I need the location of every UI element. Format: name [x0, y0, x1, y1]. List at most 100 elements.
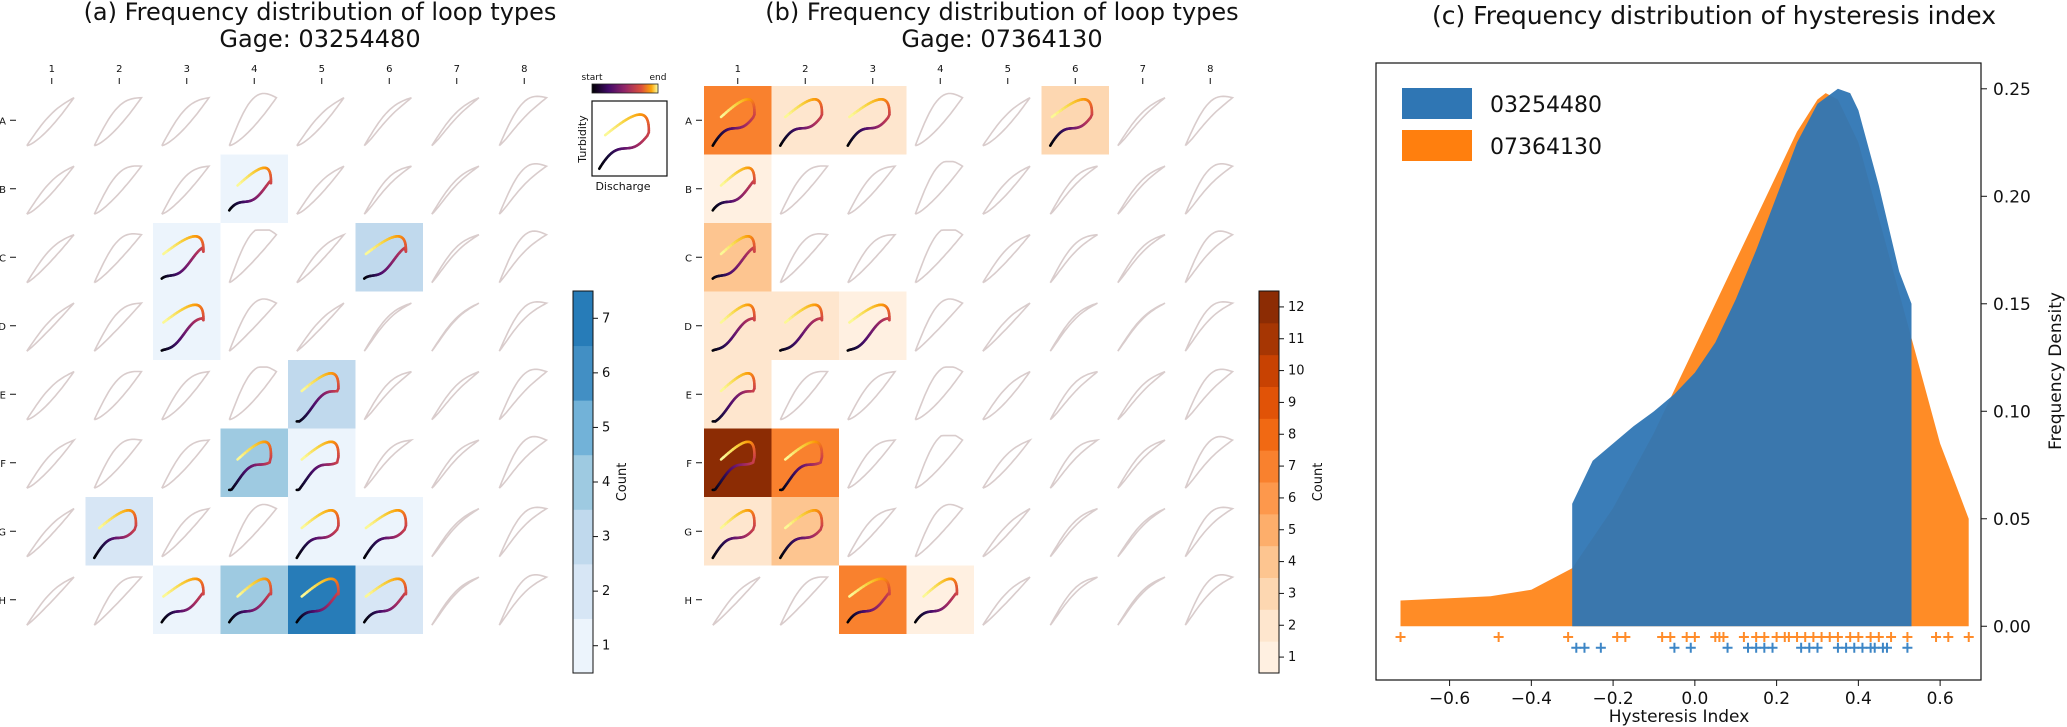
loop-segment	[719, 250, 725, 256]
rug-marks	[1395, 632, 1974, 653]
loop-cell-a-H5	[288, 565, 356, 634]
loop-cell-a-C6	[355, 223, 423, 292]
loop-cell-a-B3	[161, 165, 211, 215]
faded-loop	[431, 576, 480, 626]
loop-cell-b-G8	[1184, 506, 1235, 558]
loop-segment	[783, 318, 790, 324]
plot-frame	[1375, 62, 1982, 681]
loop-cell-b-D5	[982, 302, 1031, 352]
loop-cell-b-C8	[1184, 230, 1235, 284]
faded-loop	[363, 165, 412, 215]
count-cell-b	[839, 565, 907, 634]
loop-cell-b-F1	[704, 428, 772, 497]
loop-cell-b-B8	[1184, 163, 1235, 215]
faded-loop	[431, 302, 480, 352]
col-label-a: 6	[386, 64, 392, 75]
panel-a-title: (a) Frequency distribution of loop types	[84, 0, 557, 26]
loop-cell-a-F3	[161, 439, 211, 489]
loop-segment	[364, 250, 371, 256]
loop-cell-b-G6	[1049, 507, 1098, 558]
colorbar-tick-label: 11	[1288, 332, 1305, 347]
x-tick-label: −0.6	[1429, 689, 1470, 709]
loop-cell-a-D2	[93, 302, 144, 352]
faded-loop	[26, 233, 75, 284]
y-tick-label: 0.00	[1993, 617, 2031, 637]
colorbar-a-label: Count	[615, 463, 630, 502]
loop-cell-a-C4	[228, 229, 278, 284]
loop-cell-b-H3	[839, 565, 907, 634]
colorbar-tick-label: 7	[602, 311, 610, 326]
loop-cell-a-D4	[228, 298, 278, 352]
x-axis-ticks: −0.6 −0.4 −0.2 0.0 0.2 0.4 0.6	[1429, 680, 1954, 709]
colorbar-tick-label: 4	[1288, 555, 1296, 570]
loop-cell-b-B1	[704, 154, 772, 223]
loop-cell-b-E7	[1117, 370, 1166, 421]
faded-loop	[498, 300, 549, 352]
faded-loop	[1049, 302, 1098, 352]
loop-cell-b-B3	[847, 165, 897, 215]
colorbar-tick-label: 2	[1288, 618, 1296, 633]
loop-segment	[922, 592, 928, 598]
faded-loop	[1049, 165, 1098, 215]
faded-loop	[228, 298, 278, 352]
faded-loop	[982, 165, 1031, 215]
count-cell-a	[153, 223, 221, 292]
count-cell-a	[153, 565, 221, 634]
loop-cell-b-E4	[914, 366, 964, 421]
faded-loop	[1184, 163, 1235, 215]
colorbar-step	[573, 291, 593, 347]
count-cell-a	[355, 565, 423, 634]
col-label-b: 5	[1005, 64, 1011, 75]
faded-loop	[1184, 230, 1235, 284]
loop-cell-b-H5	[982, 576, 1031, 626]
faded-loop	[161, 370, 211, 421]
faded-loop	[161, 507, 211, 558]
loop-cell-b-B4	[914, 160, 964, 215]
colorbar-b-label: Count	[1311, 463, 1326, 502]
row-label-b: C	[685, 253, 692, 264]
colorbar-step	[1259, 609, 1279, 642]
faded-loop	[982, 438, 1033, 489]
loop-cell-b-F3	[847, 439, 897, 489]
loop-cell-a-E3	[161, 370, 211, 421]
faded-loop	[847, 370, 897, 421]
loop-grid-a: 1 2 3 4 5 6 7 8 A B C D E F G H	[0, 64, 549, 634]
loop-cell-b-D6	[1049, 302, 1098, 352]
loop-cell-a-H7	[431, 576, 480, 626]
faded-loop	[982, 302, 1031, 352]
faded-loop	[1184, 574, 1235, 626]
loop-cell-a-D7	[431, 302, 480, 352]
col-label-a: 7	[454, 64, 460, 75]
faded-loop	[982, 370, 1031, 421]
loop-cell-b-G4	[914, 503, 964, 558]
colorbar-step	[1259, 545, 1279, 578]
col-label-b: 8	[1207, 64, 1213, 75]
col-label-a: 8	[521, 64, 527, 75]
colorbar-step	[573, 563, 593, 619]
faded-loop	[1117, 165, 1166, 215]
loop-segment	[783, 455, 790, 461]
faded-loop	[1117, 507, 1166, 558]
loop-cell-a-B6	[363, 165, 412, 215]
row-label-b: A	[685, 116, 692, 127]
colorbar-tick-label: 1	[1288, 650, 1296, 665]
loop-segment	[1050, 113, 1057, 119]
colorbar-step	[1259, 513, 1279, 547]
loop-cell-b-D2	[771, 291, 839, 360]
loop-cell-a-C2	[93, 233, 143, 284]
loop-cell-b-E8	[1184, 368, 1235, 421]
count-cell-a	[288, 565, 356, 634]
colorbar-tick-label: 3	[602, 530, 610, 545]
kde-area-03254480	[1572, 88, 1912, 627]
colorbar-step	[1259, 291, 1279, 324]
col-label-a: 3	[184, 64, 190, 75]
loop-cell-a-B1	[26, 165, 75, 215]
loop-cell-b-C2	[779, 233, 830, 284]
row-label-a: E	[0, 390, 6, 401]
legend-swatch-07364130	[1402, 130, 1472, 161]
loop-cell-b-H6	[1049, 576, 1098, 626]
count-cell-a	[288, 428, 356, 497]
loop-cell-a-F5	[288, 428, 356, 497]
